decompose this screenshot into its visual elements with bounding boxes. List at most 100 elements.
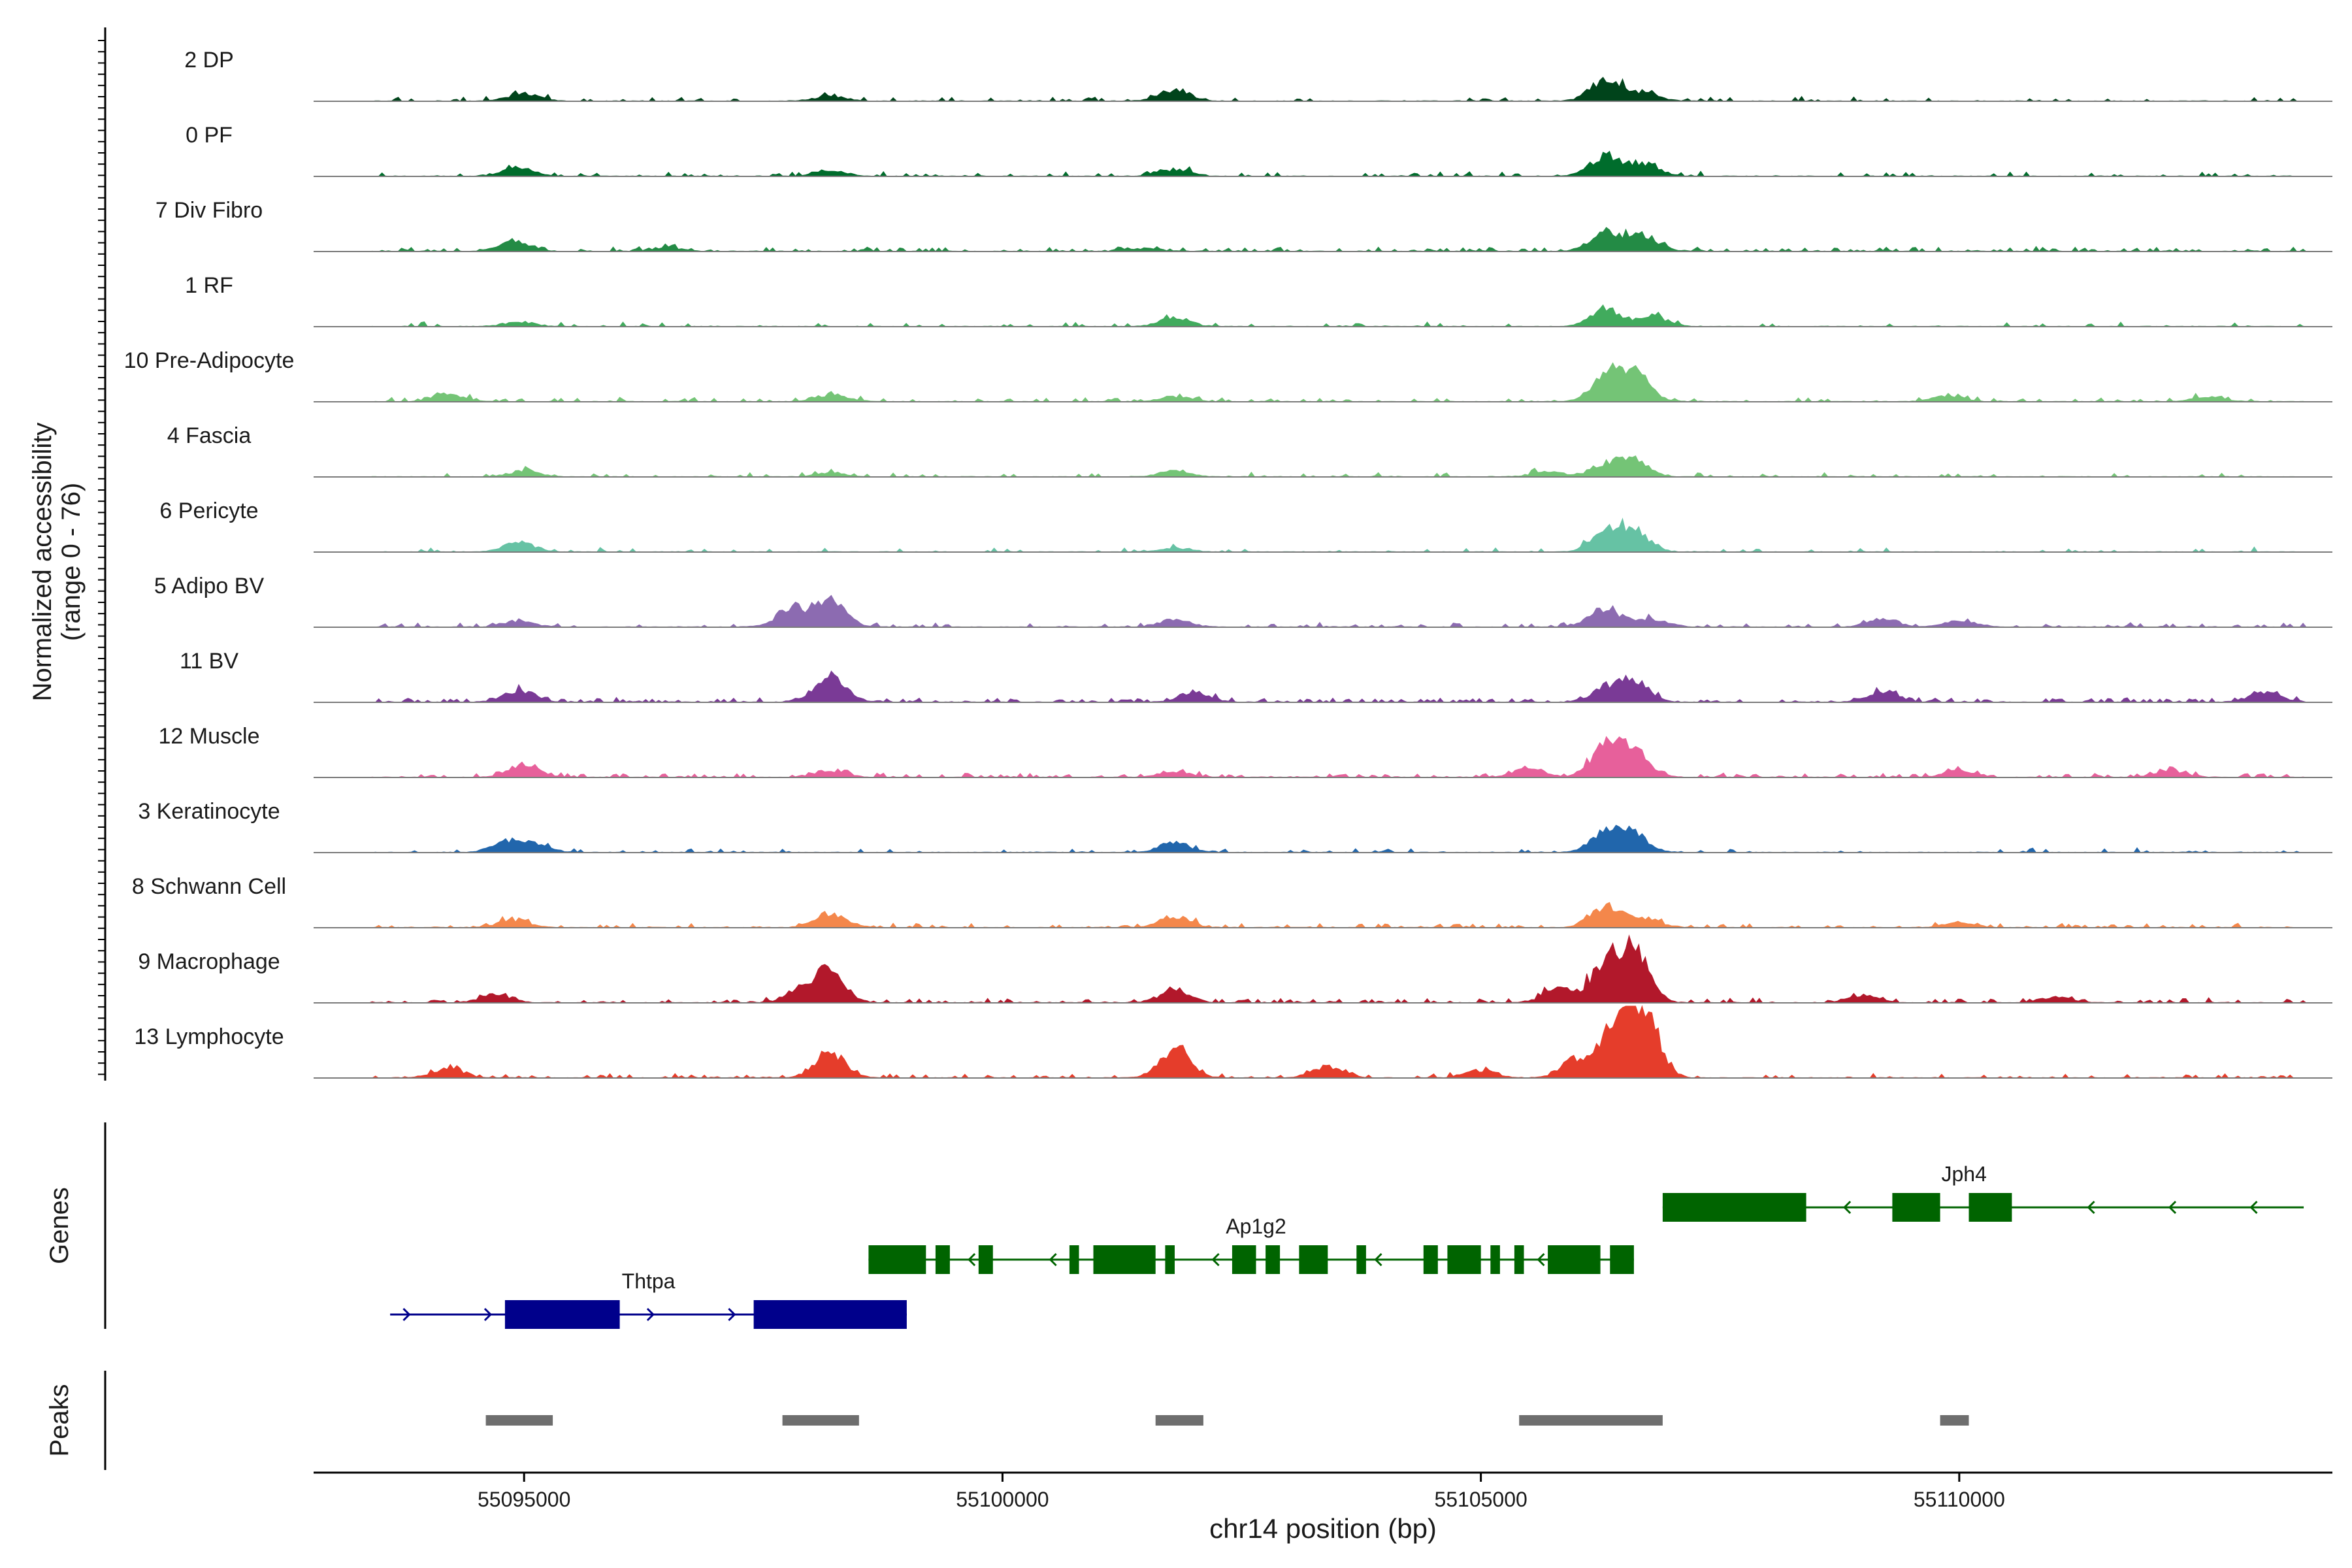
track-4-fascia: 4 Fascia bbox=[167, 423, 2332, 478]
strand-arrow bbox=[1374, 1252, 1382, 1267]
gene-exon bbox=[1892, 1193, 1940, 1222]
track-10-pre-adipocyte: 10 Pre-Adipocyte bbox=[124, 348, 2332, 402]
genomic-x-axis: 55095000 55100000 55105000 55110000 chr14 p… bbox=[314, 1471, 2332, 1544]
y-axis-label: Normalized accessibility bbox=[28, 423, 57, 702]
x-tick-label: 55110000 bbox=[1914, 1488, 2005, 1511]
coverage-tracks: 2 DP 0 PF 7 Div Fibro 1 RF 10 Pre-Adipocyte 4… bbox=[124, 48, 2332, 1079]
coverage-area bbox=[314, 304, 2332, 327]
strand-arrow bbox=[968, 1252, 976, 1267]
x-axis-label: chr14 position (bp) bbox=[1209, 1513, 1437, 1544]
gene-label: Jph4 bbox=[1941, 1162, 1986, 1186]
coverage-area bbox=[314, 1005, 2332, 1079]
track-13-lymphocyte: 13 Lymphocyte bbox=[134, 1005, 2332, 1079]
track-label: 0 PF bbox=[186, 123, 233, 148]
coverage-area bbox=[314, 227, 2332, 252]
gene-exon bbox=[1069, 1245, 1079, 1274]
track-label: 4 Fascia bbox=[167, 423, 252, 448]
track-0-pf: 0 PF bbox=[186, 123, 2332, 177]
gene-exon bbox=[1490, 1245, 1500, 1274]
strand-arrow bbox=[2249, 1200, 2258, 1215]
coverage-area bbox=[314, 736, 2332, 778]
track-11-bv: 11 BV bbox=[180, 649, 2332, 703]
track-3-keratinocyte: 3 Keratinocyte bbox=[138, 799, 2332, 853]
gene-exon bbox=[1514, 1245, 1524, 1274]
track-label: 10 Pre-Adipocyte bbox=[124, 348, 295, 373]
coverage-area bbox=[314, 150, 2332, 177]
peak-region bbox=[1519, 1415, 1663, 1426]
strand-arrow bbox=[1049, 1252, 1057, 1267]
coverage-area bbox=[314, 934, 2332, 1004]
gene-exon bbox=[753, 1300, 907, 1329]
peaks-panel: Peaks bbox=[45, 1371, 1969, 1470]
strand-arrow bbox=[728, 1307, 736, 1322]
track-label: 6 Pericyte bbox=[159, 498, 258, 523]
track-7-div-fibro: 7 Div Fibro bbox=[155, 198, 2332, 252]
gene-exon bbox=[1356, 1245, 1366, 1274]
track-label: 7 Div Fibro bbox=[155, 198, 263, 223]
gene-ap1g2: Ap1g2 bbox=[868, 1215, 1634, 1274]
track-label: 2 DP bbox=[184, 48, 234, 73]
track-label: 5 Adipo BV bbox=[154, 574, 265, 598]
genes-label: Genes bbox=[45, 1187, 74, 1264]
strand-arrow bbox=[1537, 1252, 1545, 1267]
gene-label: Thtpa bbox=[622, 1269, 676, 1293]
peak-region bbox=[782, 1415, 859, 1426]
gene-exon bbox=[1548, 1245, 1601, 1274]
gene-exon bbox=[1093, 1245, 1108, 1274]
gene-exon bbox=[1299, 1245, 1328, 1274]
coverage-area bbox=[314, 902, 2332, 928]
track-label: 3 Keratinocyte bbox=[138, 799, 280, 824]
strand-arrow bbox=[483, 1307, 493, 1322]
peak-region bbox=[1155, 1415, 1203, 1426]
track-8-schwann-cell: 8 Schwann Cell bbox=[132, 874, 2332, 928]
track-5-adipo-bv: 5 Adipo BV bbox=[154, 574, 2332, 628]
coverage-area bbox=[314, 76, 2332, 102]
track-label: 13 Lymphocyte bbox=[134, 1024, 284, 1049]
track-label: 12 Muscle bbox=[159, 724, 260, 749]
gene-exon bbox=[1107, 1245, 1156, 1274]
strand-arrow bbox=[1211, 1252, 1220, 1267]
gene-exon bbox=[1266, 1245, 1281, 1274]
strand-arrow bbox=[1843, 1200, 1852, 1215]
peaks-label: Peaks bbox=[45, 1384, 74, 1456]
gene-exon bbox=[1447, 1245, 1481, 1274]
x-tick-label: 55105000 bbox=[1434, 1488, 1527, 1511]
coverage-area bbox=[314, 595, 2332, 628]
gene-exon bbox=[978, 1245, 993, 1274]
track-label: 11 BV bbox=[180, 649, 238, 674]
peak-region bbox=[485, 1415, 553, 1426]
coverage-area bbox=[314, 517, 2332, 553]
x-tick-label: 55095000 bbox=[478, 1488, 570, 1511]
track-6-pericyte: 6 Pericyte bbox=[159, 498, 2332, 553]
coverage-area bbox=[314, 825, 2332, 853]
track-9-macrophage: 9 Macrophage bbox=[138, 934, 2332, 1004]
coverage-area bbox=[314, 362, 2332, 402]
gene-exon bbox=[1165, 1245, 1175, 1274]
gene-exon bbox=[1968, 1193, 2012, 1222]
accessibility-y-axis bbox=[98, 27, 106, 1081]
gene-exon bbox=[935, 1245, 950, 1274]
gene-exon bbox=[868, 1245, 926, 1274]
genes-panel: Genes Thtpa Ap1g2 Jph4 bbox=[45, 1122, 2304, 1329]
gene-exon bbox=[504, 1300, 620, 1329]
gene-exon bbox=[1610, 1245, 1634, 1274]
peak-region bbox=[1940, 1415, 1969, 1426]
strand-arrow bbox=[646, 1307, 655, 1322]
coverage-area bbox=[314, 455, 2332, 478]
track-label: 1 RF bbox=[185, 273, 233, 298]
x-tick-label: 55100000 bbox=[956, 1488, 1049, 1511]
y-axis-range-label: (range 0 - 76) bbox=[57, 483, 86, 641]
track-label: 8 Schwann Cell bbox=[132, 874, 286, 899]
gene-label: Ap1g2 bbox=[1226, 1215, 1286, 1238]
gene-exon bbox=[1232, 1245, 1256, 1274]
gene-exon bbox=[1662, 1193, 1806, 1222]
strand-arrow bbox=[2168, 1200, 2177, 1215]
coverage-area bbox=[314, 670, 2332, 703]
strand-arrow bbox=[402, 1307, 411, 1322]
track-12-muscle: 12 Muscle bbox=[159, 724, 2332, 778]
track-1-rf: 1 RF bbox=[185, 273, 2332, 327]
track-2-dp: 2 DP bbox=[184, 48, 2332, 102]
strand-arrow bbox=[2087, 1200, 2095, 1215]
gene-jph4: Jph4 bbox=[1662, 1162, 2304, 1222]
